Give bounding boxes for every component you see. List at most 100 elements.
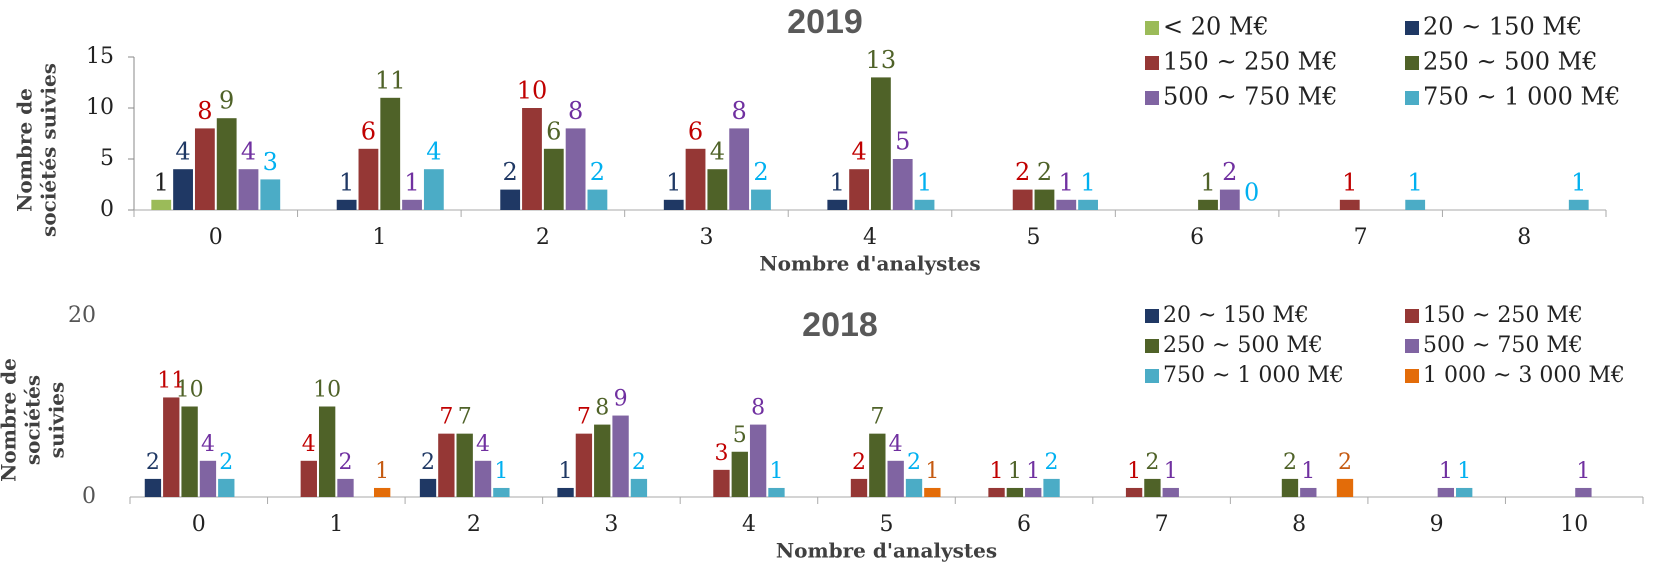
data-label: 1 bbox=[559, 459, 573, 484]
y-tick-label: 10 bbox=[86, 95, 114, 120]
x-tick-label: 2 bbox=[467, 512, 481, 537]
bar bbox=[336, 199, 357, 210]
data-label: 2 bbox=[146, 450, 160, 475]
data-label: 2 bbox=[1338, 450, 1352, 475]
x-tick-label: 7 bbox=[1354, 225, 1368, 250]
data-label: 0 bbox=[1244, 179, 1259, 207]
bar bbox=[493, 487, 510, 497]
bar bbox=[173, 169, 193, 210]
data-label: 1 bbox=[339, 168, 354, 196]
bar bbox=[849, 169, 869, 210]
bar bbox=[1568, 199, 1589, 210]
bar bbox=[300, 460, 317, 497]
legend-swatch bbox=[1405, 369, 1419, 383]
bar bbox=[594, 424, 611, 497]
legend-label: 1 000 ~ 3 000 M€ bbox=[1423, 363, 1625, 388]
bar bbox=[151, 199, 172, 210]
legend-label: 20 ~ 150 M€ bbox=[1423, 13, 1582, 41]
x-tick-label: 7 bbox=[1155, 512, 1169, 537]
data-label: 2 bbox=[852, 450, 866, 475]
bar bbox=[260, 179, 281, 210]
bar bbox=[685, 148, 706, 210]
bar bbox=[1198, 199, 1218, 210]
data-label: 4 bbox=[476, 432, 490, 457]
bar bbox=[1078, 199, 1098, 210]
x-tick-label: 4 bbox=[863, 225, 877, 250]
data-label: 1 bbox=[1301, 459, 1315, 484]
bar bbox=[438, 433, 455, 497]
data-label: 2 bbox=[1145, 450, 1159, 475]
legend-label: 150 ~ 250 M€ bbox=[1163, 48, 1337, 76]
x-tick-label: 6 bbox=[1017, 512, 1031, 537]
data-label: 1 bbox=[1080, 168, 1095, 196]
data-label: 4 bbox=[201, 432, 215, 457]
legend-swatch bbox=[1405, 21, 1419, 35]
bar bbox=[218, 478, 235, 497]
x-axis-label: Nombre d'analystes bbox=[759, 252, 980, 276]
bar bbox=[500, 189, 521, 210]
bar bbox=[181, 406, 198, 497]
data-label: 1 bbox=[1164, 459, 1178, 484]
x-tick-label: 1 bbox=[329, 512, 343, 537]
bar bbox=[565, 128, 586, 210]
data-label: 2 bbox=[421, 450, 435, 475]
y-axis-label: suivies bbox=[45, 382, 69, 459]
bar bbox=[1034, 189, 1055, 210]
x-axis-label: Nombre d'analystes bbox=[776, 539, 997, 563]
bar bbox=[1144, 478, 1161, 497]
data-label: 13 bbox=[866, 46, 897, 74]
legend-swatch bbox=[1145, 56, 1159, 70]
data-label: 7 bbox=[577, 405, 591, 430]
legend-swatch bbox=[1145, 339, 1159, 353]
data-label: 4 bbox=[710, 138, 725, 166]
bar bbox=[337, 478, 354, 497]
data-label: 6 bbox=[361, 117, 376, 145]
data-label: 1 bbox=[375, 459, 389, 484]
data-label: 2 bbox=[503, 158, 518, 186]
data-label: 4 bbox=[241, 138, 256, 166]
x-tick-label: 3 bbox=[604, 512, 618, 537]
data-label: 8 bbox=[568, 97, 583, 125]
data-label: 6 bbox=[546, 117, 561, 145]
x-tick-label: 6 bbox=[1190, 225, 1204, 250]
data-label: 1 bbox=[1576, 459, 1590, 484]
x-tick-label: 3 bbox=[699, 225, 713, 250]
y-axis-label: Nombre de bbox=[0, 358, 21, 482]
bar bbox=[731, 451, 748, 497]
data-label: 4 bbox=[175, 138, 190, 166]
legend-swatch bbox=[1145, 369, 1159, 383]
data-label: 2 bbox=[590, 158, 605, 186]
bar bbox=[924, 487, 941, 497]
x-tick-label: 10 bbox=[1560, 512, 1588, 537]
y-tick-label: 0 bbox=[82, 484, 96, 509]
legend-swatch bbox=[1145, 309, 1159, 323]
x-tick-label: 8 bbox=[1292, 512, 1306, 537]
data-label: 1 bbox=[1059, 168, 1074, 196]
bar bbox=[768, 487, 785, 497]
data-label: 1 bbox=[925, 459, 939, 484]
bar bbox=[474, 460, 492, 497]
data-label: 2 bbox=[219, 450, 233, 475]
data-label: 2 bbox=[907, 450, 921, 475]
data-label: 8 bbox=[751, 396, 765, 421]
data-label: 4 bbox=[889, 432, 903, 457]
bar bbox=[729, 128, 750, 210]
data-label: 1 bbox=[1408, 168, 1423, 196]
bar bbox=[402, 199, 422, 210]
data-label: 7 bbox=[439, 405, 453, 430]
data-label: 2 bbox=[338, 450, 352, 475]
legend-label: 150 ~ 250 M€ bbox=[1423, 303, 1583, 328]
bar bbox=[423, 169, 444, 210]
bar bbox=[380, 97, 401, 210]
bar bbox=[373, 487, 391, 497]
y-tick-label: 0 bbox=[100, 197, 114, 222]
bar bbox=[557, 487, 574, 497]
chart-title: 2019 bbox=[787, 3, 863, 41]
bar bbox=[1437, 487, 1455, 497]
bar bbox=[194, 128, 215, 210]
y-tick-label: 5 bbox=[100, 146, 114, 171]
x-tick-label: 0 bbox=[192, 512, 206, 537]
bar bbox=[914, 199, 935, 210]
bar bbox=[1025, 487, 1042, 497]
bar bbox=[1300, 487, 1317, 497]
